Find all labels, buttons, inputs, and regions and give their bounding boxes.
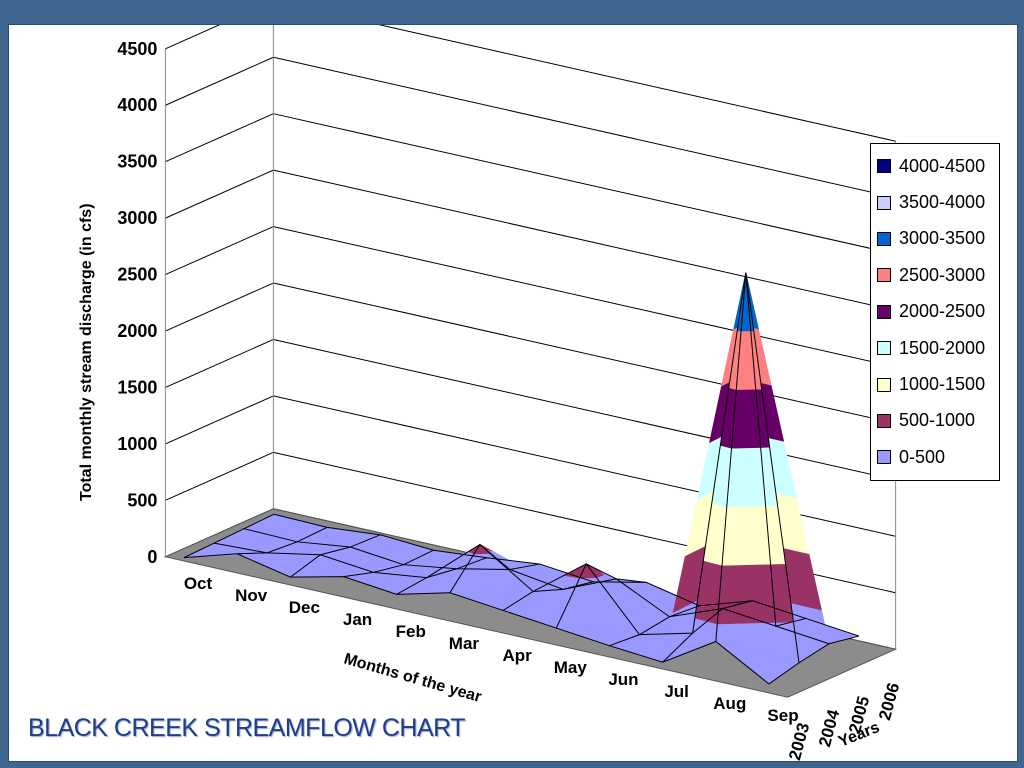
y-tick-label: 1500 <box>117 377 157 397</box>
x-tick-label: Apr <box>502 646 532 665</box>
legend-item: 500-1000 <box>871 403 999 439</box>
series-line <box>183 553 770 685</box>
year-tick-label: 2006 <box>875 681 903 722</box>
x-tick-label: Feb <box>396 622 426 641</box>
x-tick-label: Sep <box>767 706 798 725</box>
legend-swatch <box>877 341 891 356</box>
series-line <box>243 528 830 645</box>
x-tick-label: Nov <box>235 586 268 605</box>
y-tick-label: 3000 <box>117 208 157 228</box>
legend-item: 2000-2500 <box>871 294 999 330</box>
y-tick-label: 2000 <box>117 321 157 341</box>
legend-item: 1000-1500 <box>871 366 999 402</box>
gridline <box>165 25 221 50</box>
gridline <box>273 226 896 368</box>
mesh-line <box>715 272 806 642</box>
x-tick-label: Dec <box>289 598 320 617</box>
legend-item: 2500-3000 <box>871 257 999 293</box>
y-axis-label: Total monthly stream discharge (in cfs) <box>78 203 95 501</box>
surface-band <box>726 446 778 508</box>
x-tick-label: Jul <box>664 682 689 701</box>
legend-item: 3500-4000 <box>871 184 999 220</box>
gridline <box>273 338 896 481</box>
gridline <box>273 395 896 537</box>
x-tick-label: Oct <box>184 574 213 593</box>
gridline <box>273 169 896 312</box>
gridline <box>165 339 274 388</box>
y-tick-label: 500 <box>127 490 157 510</box>
gridline <box>165 56 274 106</box>
mesh-line <box>237 526 328 555</box>
gridline <box>273 282 896 424</box>
x-tick-label: Jan <box>343 610 372 629</box>
legend-swatch <box>877 304 891 319</box>
surface-band <box>721 505 786 566</box>
y-tick-label: 0 <box>147 547 157 567</box>
legend-label: 1500-2000 <box>899 337 986 358</box>
chart-surface <box>183 272 860 685</box>
legend-item: 0-500 <box>871 439 999 475</box>
legend-swatch <box>877 268 891 283</box>
legend-label: 2500-3000 <box>899 264 986 285</box>
y-tick-label: 4500 <box>117 39 157 59</box>
legend-item: 1500-2000 <box>871 330 999 366</box>
gridline <box>378 25 896 142</box>
gridline <box>165 113 274 163</box>
mesh-line <box>555 563 647 629</box>
legend-item: 3000-3500 <box>871 221 999 257</box>
series-line <box>273 513 860 637</box>
legend-label: 3000-3500 <box>899 228 986 249</box>
slide-title: BLACK CREEK STREAMFLOW CHART <box>28 714 466 742</box>
legend-label: 3500-4000 <box>899 192 986 213</box>
legend-swatch <box>877 159 891 174</box>
gridline <box>165 282 274 332</box>
gridline <box>165 395 274 445</box>
axis-ticks: 0 500 1000 1500 2000 2500 3000 3500 4000 4500 Oct N… <box>117 39 903 761</box>
x-tick-label: Jun <box>608 670 638 689</box>
legend-swatch <box>877 195 891 210</box>
mesh-line <box>183 513 275 559</box>
legend-item: 4000-4500 <box>871 148 999 184</box>
legend-swatch <box>877 450 891 465</box>
slide-frame: 0 500 1000 1500 2000 2500 3000 3500 4000 4500 Oct N… <box>8 24 1018 762</box>
mesh-line <box>290 534 381 578</box>
mesh-line <box>662 600 753 663</box>
gridline <box>165 169 274 219</box>
series-line <box>213 272 800 663</box>
mesh-line <box>396 557 487 595</box>
mesh-line <box>609 605 700 647</box>
legend-label: 500-1000 <box>899 410 976 431</box>
gridline <box>165 451 274 501</box>
x-axis-label: Months of the year <box>342 651 483 707</box>
chart-legend: 4000-4500 3500-4000 3000-3500 2500-3000 2000… <box>870 143 1000 481</box>
legend-label: 2000-2500 <box>899 301 986 322</box>
legend-swatch <box>877 377 891 392</box>
mesh-line <box>449 543 540 594</box>
legend-label: 0-500 <box>899 446 946 467</box>
legend-swatch <box>877 231 891 246</box>
y-tick-label: 3500 <box>117 152 157 172</box>
year-tick-label: 2003 <box>785 721 813 761</box>
legend-label: 4000-4500 <box>899 155 986 176</box>
streamflow-3d-chart: 0 500 1000 1500 2000 2500 3000 3500 4000 4500 Oct N… <box>78 25 903 761</box>
gridline <box>273 56 896 199</box>
surface-band <box>716 563 794 625</box>
legend-label: 1000-1500 <box>899 374 986 395</box>
mesh-line <box>768 635 860 685</box>
legend-swatch <box>877 413 891 428</box>
x-tick-label: May <box>554 658 588 677</box>
y-tick-label: 1000 <box>117 434 157 454</box>
mesh-line <box>343 549 434 578</box>
gridline <box>273 113 896 255</box>
y-tick-label: 2500 <box>117 265 157 285</box>
mesh-line <box>502 581 594 611</box>
x-tick-label: Aug <box>713 694 746 713</box>
y-tick-label: 4000 <box>117 95 157 115</box>
gridline <box>165 226 274 276</box>
x-tick-label: Mar <box>449 634 480 653</box>
